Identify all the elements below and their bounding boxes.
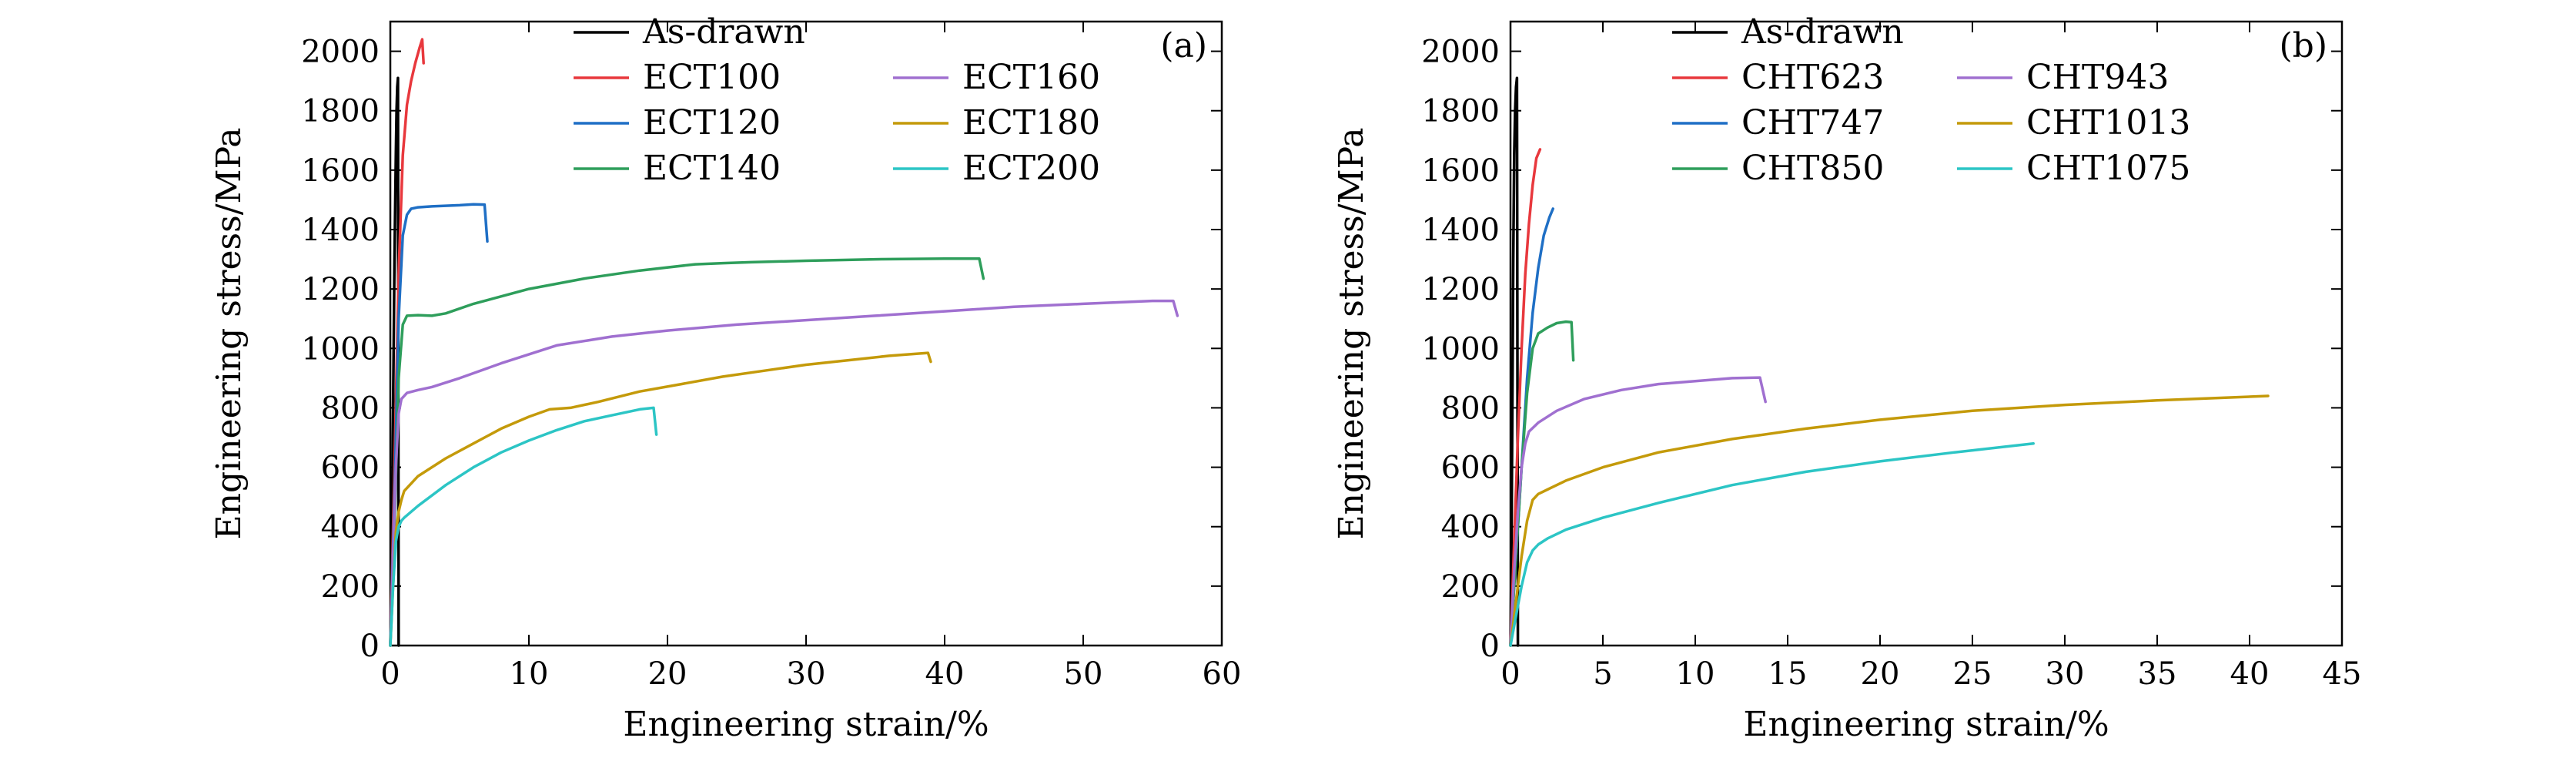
- y-tick-label: 400: [321, 510, 380, 545]
- y-tick-label: 0: [1480, 629, 1500, 664]
- legend-label: ECT160: [962, 58, 1100, 97]
- legend-label: ECT100: [643, 58, 781, 97]
- series-line-cht1013: [1509, 394, 2270, 647]
- y-tick-label: 2000: [301, 35, 380, 70]
- x-tick-label: 25: [1953, 656, 1992, 692]
- y-axis-title: Engineering stress/MPa: [1332, 128, 1371, 540]
- legend-label: CHT1075: [2026, 149, 2190, 188]
- x-tick-label: 45: [2323, 656, 2362, 692]
- x-tick-label: 0: [1500, 656, 1520, 692]
- series-line-ect160: [389, 299, 1179, 647]
- series-line-as-drawn: [1509, 76, 1520, 647]
- x-tick-label: 35: [2138, 656, 2177, 692]
- chart-panel-a: 0 10 20 30 40 50 60020040060080010001200140016…: [209, 12, 1241, 744]
- x-tick-label: 30: [2046, 656, 2085, 692]
- series-line-cht1075: [1509, 441, 2035, 647]
- y-tick-label: 1000: [301, 331, 380, 367]
- legend-label: CHT747: [1741, 103, 1884, 143]
- series-line-as-drawn: [389, 76, 400, 647]
- legend-label: As-drawn: [1741, 12, 1904, 52]
- x-axis-title: Engineering strain/%: [1743, 705, 2109, 744]
- y-tick-label: 200: [1441, 569, 1500, 605]
- legend-label: CHT943: [2026, 58, 2169, 97]
- y-tick-label: 1400: [301, 213, 380, 248]
- y-tick-label: 1200: [301, 272, 380, 307]
- series-line-cht943: [1509, 376, 1767, 647]
- x-tick-label: 20: [1861, 656, 1900, 692]
- y-tick-label: 800: [321, 391, 380, 426]
- panel-label: (b): [2280, 26, 2328, 65]
- series-line-cht623: [1509, 148, 1542, 647]
- legend-label: ECT120: [643, 103, 781, 143]
- y-tick-label: 200: [321, 569, 380, 605]
- y-axis-title: Engineering stress/MPa: [209, 128, 249, 540]
- series-line-ect180: [389, 351, 932, 647]
- series-line-ect120: [389, 203, 489, 647]
- series-line-ect140: [389, 257, 985, 647]
- legend-label: As-drawn: [642, 12, 805, 52]
- plot-frame: [1509, 20, 2343, 647]
- x-tick-label: 20: [648, 656, 687, 692]
- legend-label: CHT1013: [2026, 103, 2190, 143]
- x-tick-label: 40: [2230, 656, 2270, 692]
- x-tick-label: 10: [510, 656, 549, 692]
- x-tick-label: 0: [380, 656, 400, 692]
- x-axis-title: Engineering strain/%: [623, 705, 989, 744]
- panel-label: (a): [1160, 26, 1207, 65]
- x-tick-label: 60: [1203, 656, 1242, 692]
- x-tick-label: 30: [787, 656, 826, 692]
- y-tick-label: 2000: [1421, 35, 1500, 70]
- y-tick-label: 1600: [301, 153, 380, 189]
- y-tick-label: 400: [1441, 510, 1500, 545]
- chart-panel-b: 0 5 10 15 20 25 30 35 40 45 0 200 400 600 800 1000 1200 1…: [1332, 12, 2361, 744]
- y-tick-label: 1200: [1421, 272, 1500, 307]
- y-tick-label: 1800: [301, 94, 380, 129]
- x-tick-label: 10: [1676, 656, 1715, 692]
- x-tick-label: 5: [1593, 656, 1612, 692]
- y-tick-label: 600: [321, 451, 380, 486]
- y-tick-label: 1000: [1421, 331, 1500, 367]
- x-tick-label: 40: [925, 656, 965, 692]
- y-tick-label: 1800: [1421, 94, 1500, 129]
- legend-label: CHT623: [1741, 58, 1884, 97]
- series-line-ect200: [389, 406, 658, 647]
- y-tick-label: 0: [360, 629, 380, 664]
- x-tick-label: 50: [1064, 656, 1103, 692]
- legend-label: ECT140: [643, 149, 781, 188]
- legend-label: ECT200: [962, 149, 1100, 188]
- y-tick-label: 1600: [1421, 153, 1500, 189]
- y-tick-label: 1400: [1421, 213, 1500, 248]
- y-tick-label: 800: [1441, 391, 1500, 426]
- legend-label: ECT180: [962, 103, 1100, 143]
- y-tick-label: 600: [1441, 451, 1500, 486]
- legend-label: CHT850: [1741, 149, 1884, 188]
- x-tick-label: 15: [1768, 656, 1808, 692]
